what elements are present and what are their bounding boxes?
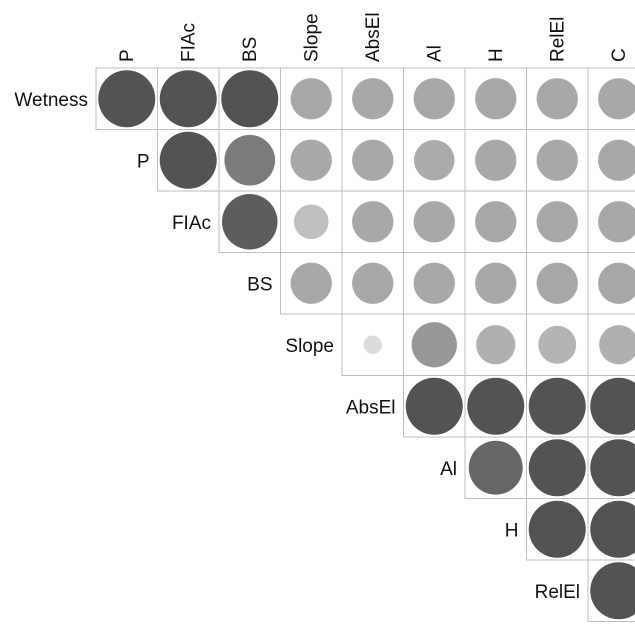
circle-p-slope: [290, 139, 332, 181]
circle-slope-h: [476, 325, 516, 365]
column-label-c: C: [609, 48, 630, 62]
circle-fiac-slope: [293, 204, 329, 240]
column-label-slope: Slope: [301, 13, 322, 62]
circle-slope-absel: [363, 335, 382, 354]
circle-wetness-al: [413, 78, 455, 120]
circle-wetness-relel: [536, 78, 578, 120]
circle-p-relel: [536, 139, 578, 181]
circle-wetness-fiac: [159, 70, 217, 128]
circle-bs-relel: [536, 262, 578, 304]
row-label-al: Al: [440, 459, 457, 480]
column-label-relel: RelEl: [547, 17, 568, 62]
row-label-fiac: FIAc: [172, 213, 211, 234]
row-label-h: H: [505, 520, 519, 541]
circle-absel-al: [405, 377, 463, 435]
column-labels: P FIAc BS Slope AbsEl Al H RelEl C: [117, 12, 630, 62]
circle-p-c: [598, 139, 635, 181]
column-label-h: H: [486, 48, 507, 62]
circle-bs-al: [413, 262, 455, 304]
row-label-bs: BS: [247, 274, 272, 295]
row-label-absel: AbsEl: [346, 397, 396, 418]
circle-wetness-absel: [352, 78, 394, 120]
circle-fiac-c: [598, 201, 635, 243]
circle-slope-c: [599, 325, 635, 365]
column-label-absel: AbsEl: [363, 12, 384, 62]
column-label-al: Al: [424, 45, 445, 62]
circle-p-h: [475, 139, 517, 181]
circle-p-absel: [352, 139, 394, 181]
circle-p-bs: [224, 134, 276, 186]
circle-fiac-h: [475, 201, 517, 243]
circle-bs-h: [475, 262, 517, 304]
correlation-circles: [98, 70, 635, 620]
circle-relel-c: [590, 562, 635, 620]
circle-slope-relel: [538, 325, 577, 364]
circle-bs-c: [598, 262, 635, 304]
circle-absel-c: [590, 377, 635, 435]
circle-fiac-al: [413, 201, 455, 243]
circle-h-c: [590, 500, 635, 558]
circle-wetness-bs: [221, 70, 279, 128]
circle-wetness-h: [475, 78, 517, 120]
row-label-wetness: Wetness: [14, 90, 88, 111]
row-label-p: P: [137, 151, 150, 172]
column-label-p: P: [117, 49, 138, 62]
circle-fiac-relel: [536, 201, 578, 243]
circle-al-relel: [528, 439, 586, 497]
column-label-bs: BS: [240, 37, 261, 62]
row-labels: Wetness P FIAc BS Slope AbsEl Al H RelEl: [14, 90, 580, 603]
circle-bs-absel: [352, 262, 394, 304]
circle-fiac-absel: [352, 201, 394, 243]
circle-p-fiac: [159, 131, 217, 189]
row-label-slope: Slope: [285, 336, 334, 357]
circle-wetness-p: [98, 70, 156, 128]
circle-bs-slope: [290, 262, 332, 304]
circle-h-relel: [528, 500, 586, 558]
row-label-relel: RelEl: [535, 582, 580, 603]
circle-wetness-slope: [290, 78, 332, 120]
circle-wetness-c: [598, 78, 635, 120]
circle-al-h: [468, 440, 523, 495]
circle-p-al: [413, 139, 455, 181]
column-label-fiac: FIAc: [178, 23, 199, 62]
circle-slope-al: [411, 322, 457, 368]
circle-fiac-bs: [222, 194, 278, 250]
circle-al-c: [590, 439, 635, 497]
circle-absel-h: [467, 377, 525, 435]
circle-absel-relel: [528, 377, 586, 435]
